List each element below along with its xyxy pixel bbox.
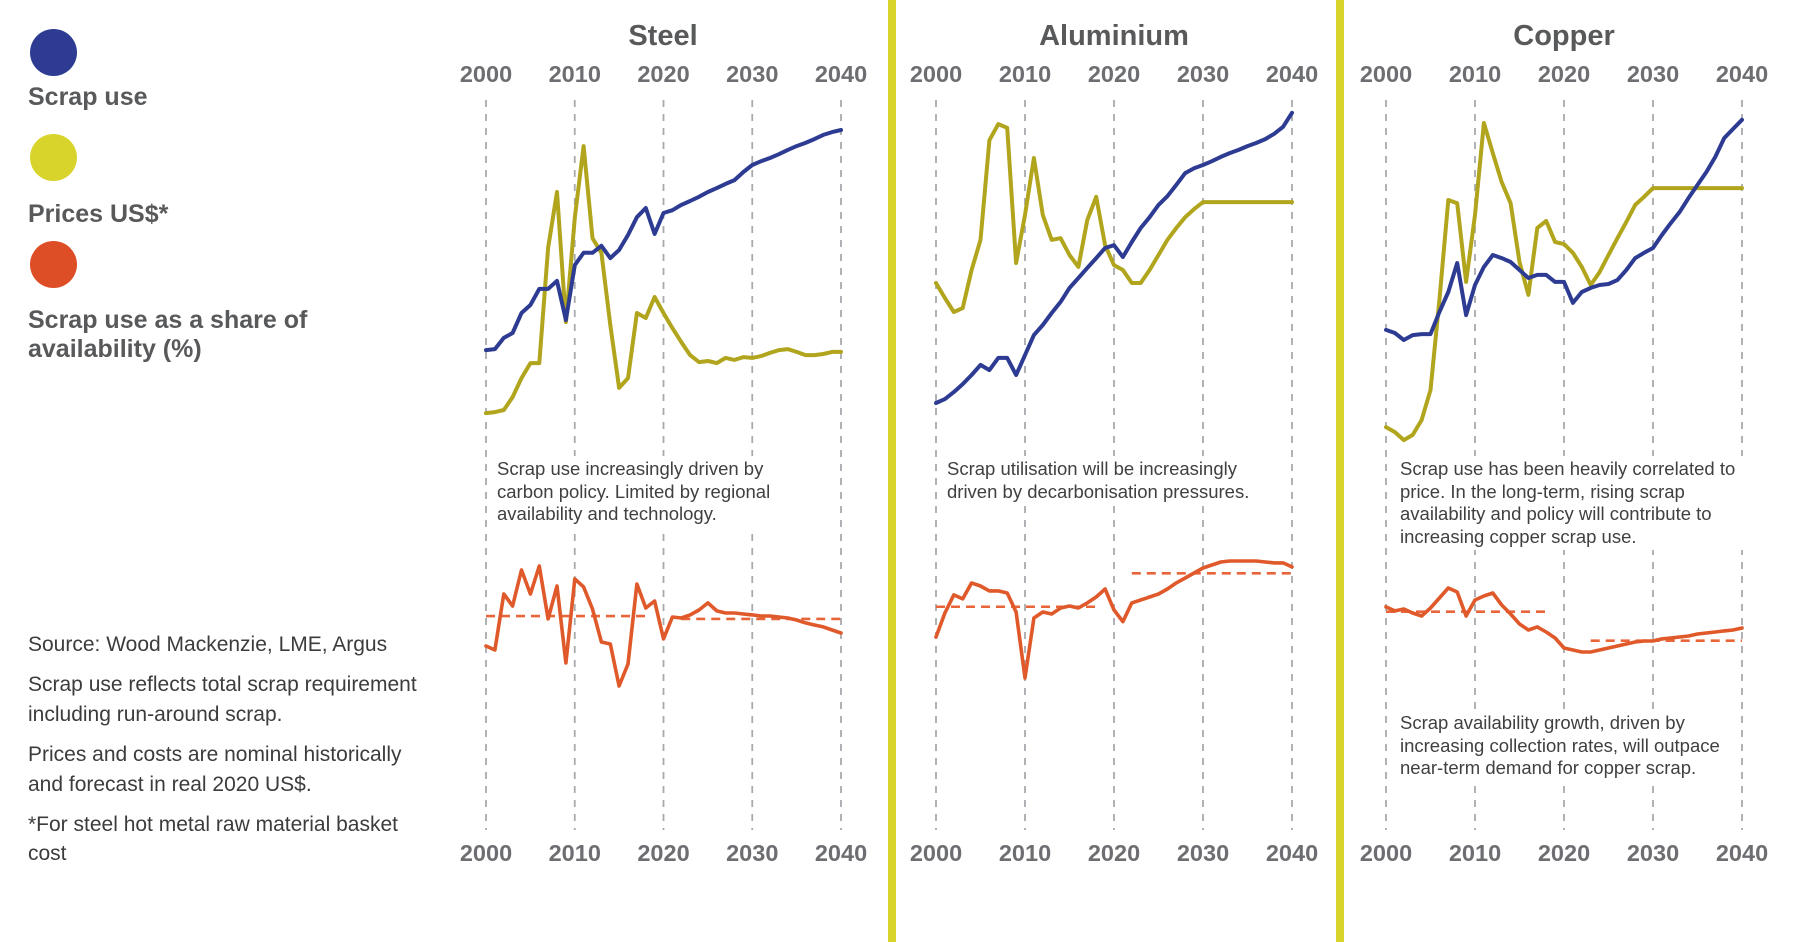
x-tick-label-top: 2000	[460, 61, 512, 87]
series-line-scrap-use-as-a-share-of-availability	[484, 564, 843, 688]
series-line-scrap-use	[1384, 117, 1744, 342]
x-tick-label-bottom: 2010	[1449, 840, 1501, 866]
x-tick-label-top: 2040	[1716, 61, 1768, 87]
panel-annotation-copper-bottom: Scrap availability growth, driven by inc…	[1400, 710, 1732, 782]
series-line-scrap-use	[484, 128, 843, 353]
panel-divider-icon	[1336, 0, 1344, 942]
panel-annotation-steel: Scrap use increasingly driven by carbon …	[497, 456, 799, 528]
x-tick-label-bottom: 2000	[1360, 840, 1412, 866]
legend-label-scrap-use: Scrap use	[28, 83, 148, 111]
x-tick-label-bottom: 2000	[460, 840, 512, 866]
legend-swatch-share	[30, 241, 77, 288]
x-tick-label-bottom: 2010	[999, 840, 1051, 866]
x-tick-label-top: 2000	[910, 61, 962, 87]
legend-label-prices: Prices US$*	[28, 200, 169, 228]
series-line-scrap-use-as-a-share-of-availability	[934, 559, 1294, 680]
footnote-prices: Prices and costs are nominal historicall…	[28, 743, 402, 796]
x-tick-label-bottom: 2000	[910, 840, 962, 866]
x-tick-label-top: 2010	[1449, 61, 1501, 87]
panel-divider-icon	[888, 0, 896, 942]
panel-title-aluminium: Aluminium	[1039, 20, 1189, 52]
x-tick-label-top: 2030	[726, 61, 778, 87]
x-tick-label-top: 2010	[549, 61, 601, 87]
legend-swatch-prices	[30, 134, 77, 181]
series-line-scrap-use-as-a-share-of-availability	[1384, 586, 1744, 654]
legend-label-share: Scrap use as a share of availability (%)	[28, 306, 308, 363]
panel-title-steel: Steel	[628, 20, 698, 52]
x-tick-label-top: 2030	[1627, 61, 1679, 87]
footnotes: Source: Wood Mackenzie, LME, Argus Scrap…	[28, 630, 433, 880]
legend-swatch-scrap-use	[30, 29, 77, 76]
x-tick-label-bottom: 2040	[815, 840, 867, 866]
x-tick-label-bottom: 2030	[726, 840, 778, 866]
source-note: Source: Wood Mackenzie, LME, Argus	[28, 633, 388, 656]
x-tick-label-bottom: 2040	[1266, 840, 1318, 866]
series-line-prices-us	[1384, 121, 1744, 443]
x-tick-label-bottom: 2030	[1627, 840, 1679, 866]
series-line-scrap-use	[934, 110, 1294, 405]
series-line-prices-us	[484, 144, 843, 416]
footnote-scrap-use: Scrap use reflects total scrap requireme…	[28, 673, 417, 726]
panel-title-copper: Copper	[1513, 20, 1615, 52]
x-tick-label-bottom: 2030	[1177, 840, 1229, 866]
panel-annotation-aluminium: Scrap utilisation will be increasingly d…	[947, 456, 1279, 506]
x-tick-label-top: 2020	[1088, 61, 1140, 87]
x-tick-label-bottom: 2020	[1088, 840, 1140, 866]
series-line-prices-us	[934, 122, 1294, 314]
x-tick-label-top: 2010	[999, 61, 1051, 87]
x-tick-label-bottom: 2010	[549, 840, 601, 866]
x-tick-label-bottom: 2020	[637, 840, 689, 866]
panel-annotation-copper-top: Scrap use has been heavily correlated to…	[1400, 456, 1748, 551]
x-tick-label-bottom: 2040	[1716, 840, 1768, 866]
x-tick-label-top: 2040	[815, 61, 867, 87]
x-tick-label-top: 2020	[637, 61, 689, 87]
x-tick-label-top: 2000	[1360, 61, 1412, 87]
x-tick-label-top: 2020	[1538, 61, 1590, 87]
x-tick-label-bottom: 2020	[1538, 840, 1590, 866]
x-tick-label-top: 2030	[1177, 61, 1229, 87]
footnote-basket-cost: *For steel hot metal raw material basket…	[28, 812, 398, 866]
x-tick-label-top: 2040	[1266, 61, 1318, 87]
